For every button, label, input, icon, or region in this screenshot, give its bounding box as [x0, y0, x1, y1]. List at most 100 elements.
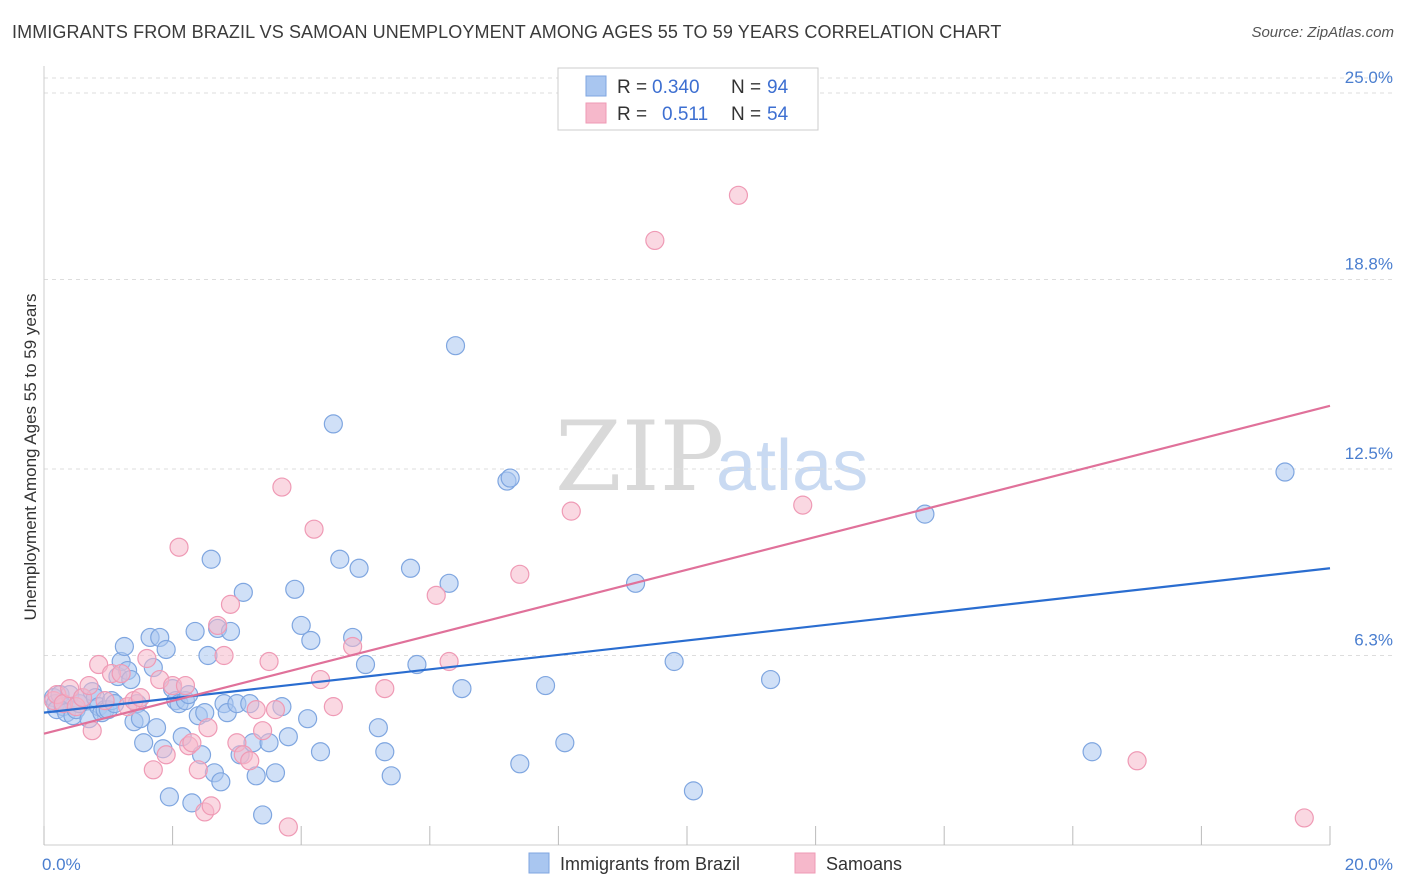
- y-tick-label: 25.0%: [1345, 68, 1393, 87]
- data-point: [156, 639, 176, 660]
- bottom-legend-swatch-blue: [528, 852, 550, 874]
- data-point: [198, 645, 218, 666]
- data-point: [240, 751, 260, 771]
- data-point: [760, 669, 781, 690]
- data-point: [233, 582, 253, 602]
- data-point: [111, 663, 131, 684]
- source-credit: Source: ZipAtlas.com: [1251, 24, 1394, 41]
- data-point: [182, 733, 202, 753]
- data-point: [159, 787, 179, 807]
- data-point: [201, 549, 221, 569]
- data-point: [304, 519, 324, 539]
- data-point: [683, 781, 704, 801]
- x-tick-label-max: 20.0%: [1345, 855, 1393, 874]
- data-point: [156, 745, 176, 765]
- watermark-atlas: atlas: [716, 426, 868, 506]
- data-point: [310, 742, 331, 762]
- legend-r-value-1: 0.340: [652, 77, 700, 98]
- data-point: [407, 654, 427, 675]
- x-ticks: [43, 826, 1331, 845]
- chart-title: IMMIGRANTS FROM BRAZIL VS SAMOAN UNEMPLO…: [12, 22, 1002, 42]
- legend-r-value-2: 0.511: [662, 104, 708, 125]
- data-point: [1275, 462, 1295, 482]
- legend-swatch-pink: [585, 102, 607, 124]
- data-point: [561, 501, 581, 521]
- legend-n-value-2: 54: [767, 104, 789, 125]
- data-point: [510, 754, 530, 774]
- legend-n-label-2: N =: [731, 104, 761, 125]
- bottom-legend-label-pink: Samoans: [826, 854, 902, 874]
- data-point: [728, 185, 749, 205]
- data-point: [278, 817, 298, 837]
- data-point: [114, 636, 134, 657]
- data-point: [79, 675, 99, 696]
- y-tick-label: 12.5%: [1345, 444, 1393, 463]
- data-point: [664, 651, 684, 672]
- data-point: [381, 766, 401, 786]
- data-point: [452, 678, 472, 699]
- data-point: [1294, 808, 1314, 828]
- data-point: [169, 537, 189, 557]
- legend-n-value-1: 94: [767, 77, 789, 98]
- data-point: [214, 645, 234, 666]
- data-point: [298, 709, 318, 729]
- data-point: [368, 718, 388, 738]
- data-point: [211, 772, 231, 792]
- bottom-legend: Immigrants from Brazil Samoans: [528, 852, 902, 874]
- y-tick-labels: 6.3% 12.5% 18.8% 25.0%: [1345, 68, 1393, 649]
- trendline-immigrants-from-brazil: [43, 567, 1331, 714]
- data-point: [500, 468, 520, 488]
- legend-swatch-blue: [585, 75, 607, 97]
- legend-r-label-2: R =: [617, 104, 647, 125]
- data-point: [310, 669, 331, 690]
- data-point: [220, 594, 241, 614]
- data-point: [137, 648, 157, 669]
- data-point: [510, 564, 530, 584]
- data-point: [400, 558, 421, 578]
- data-point: [246, 700, 266, 720]
- data-point: [134, 733, 154, 753]
- data-point: [793, 495, 813, 515]
- data-point: [301, 630, 321, 651]
- data-point: [265, 763, 286, 783]
- data-point: [426, 585, 446, 605]
- data-point: [198, 718, 218, 738]
- bottom-legend-swatch-pink: [794, 852, 816, 874]
- data-point: [291, 615, 311, 636]
- data-point: [265, 700, 286, 720]
- data-point: [201, 796, 221, 816]
- y-axis-label: Unemployment Among Ages 55 to 59 years: [21, 294, 40, 621]
- data-point: [278, 727, 298, 747]
- data-point: [375, 742, 395, 762]
- data-point: [1127, 751, 1147, 771]
- legend-n-label-1: N =: [731, 77, 761, 98]
- x-tick-label-min: 0.0%: [42, 855, 81, 874]
- data-point: [143, 760, 163, 780]
- data-point: [555, 733, 575, 753]
- data-point: [188, 760, 208, 780]
- data-point: [375, 678, 395, 699]
- bottom-legend-label-blue: Immigrants from Brazil: [560, 854, 740, 874]
- data-point: [82, 721, 102, 741]
- data-point: [146, 718, 167, 738]
- data-point: [323, 414, 343, 434]
- data-point: [439, 573, 459, 593]
- data-point: [355, 654, 376, 675]
- y-tick-label: 18.8%: [1345, 255, 1393, 274]
- watermark-zip: ZIP: [555, 401, 724, 513]
- trendline-samoans: [43, 404, 1331, 735]
- data-point: [285, 579, 305, 599]
- data-point: [445, 336, 466, 356]
- data-point: [323, 697, 343, 717]
- legend-r-label-1: R =: [617, 77, 647, 98]
- data-point: [253, 721, 273, 741]
- legend: R = 0.340 N = 94 R = 0.511 N = 54: [557, 67, 819, 131]
- data-point: [535, 675, 556, 696]
- data-point: [175, 675, 196, 696]
- data-point: [253, 805, 273, 825]
- data-point: [259, 651, 279, 672]
- data-point: [185, 621, 205, 642]
- data-point: [1082, 742, 1102, 762]
- data-point: [330, 549, 350, 569]
